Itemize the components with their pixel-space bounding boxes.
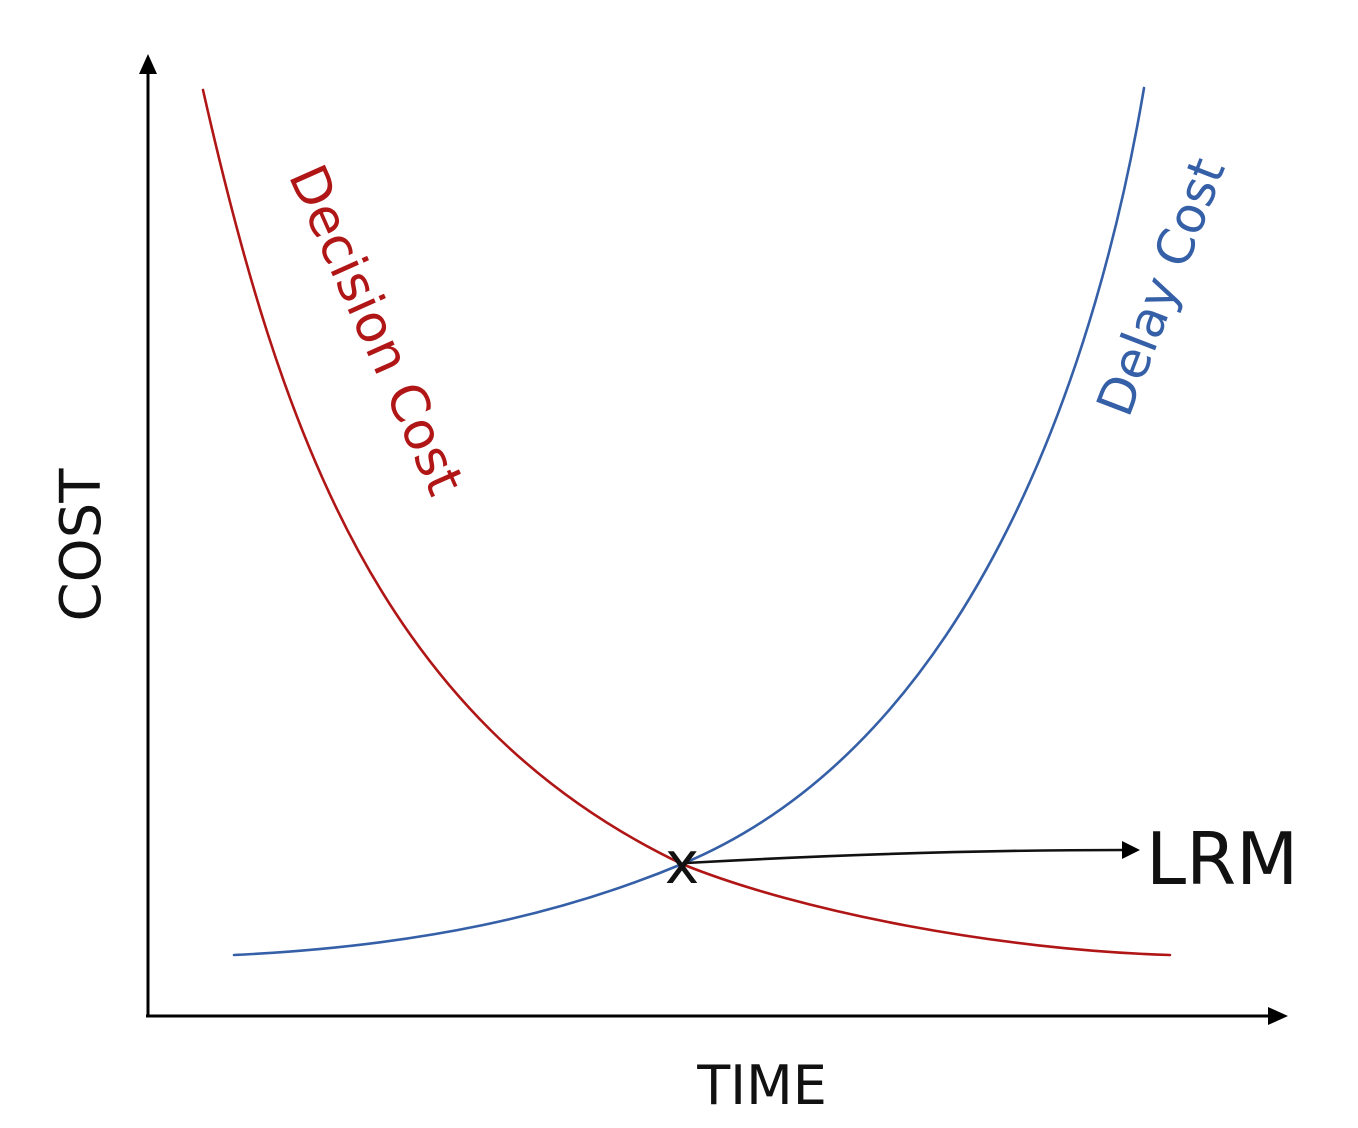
decision-cost-curve bbox=[201, 88, 1172, 957]
x-axis-label: TIME bbox=[696, 1054, 827, 1117]
decision-cost-label: Decision Cost bbox=[276, 156, 475, 503]
y-axis-label: COST bbox=[49, 468, 114, 622]
lrm-pointer-arrowhead bbox=[1122, 841, 1140, 859]
lrm-label: LRM bbox=[1146, 817, 1298, 901]
delay-cost-label: Delay Cost bbox=[1086, 150, 1237, 423]
delay-cost-curve bbox=[232, 86, 1146, 957]
x-axis-arrowhead bbox=[1268, 1007, 1288, 1025]
y-axis-arrowhead bbox=[139, 54, 157, 74]
lrm-pointer-arrow bbox=[685, 848, 1125, 865]
